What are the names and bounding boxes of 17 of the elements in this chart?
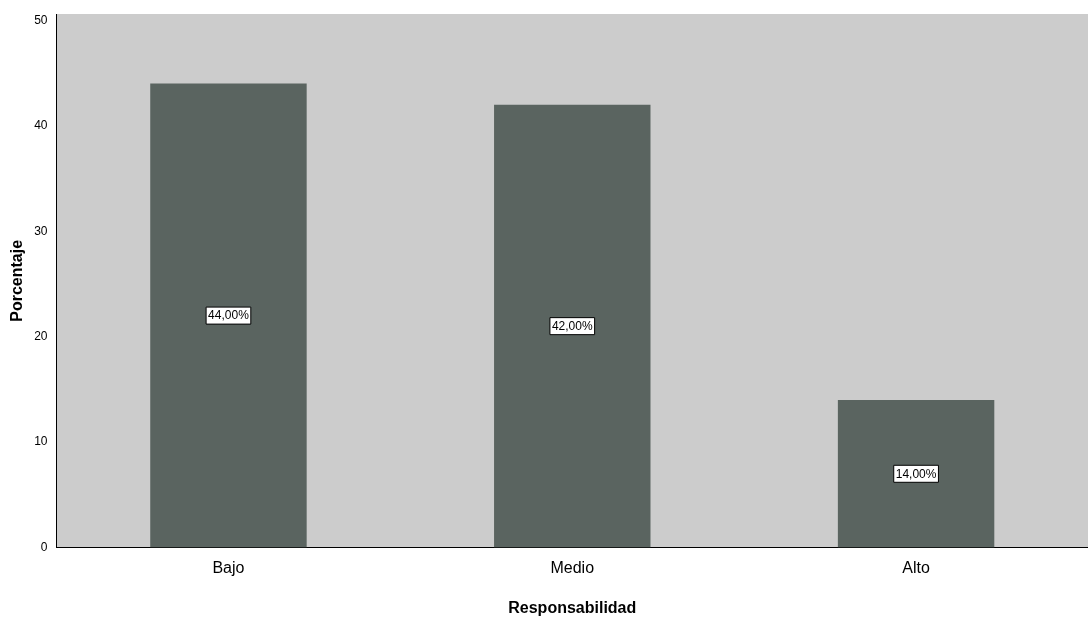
bar <box>494 104 651 548</box>
y-tick-label: 30 <box>34 223 48 238</box>
data-label: 44,00% <box>208 308 250 323</box>
y-tick-label: 40 <box>34 118 48 133</box>
x-tick-label: Bajo <box>212 558 245 576</box>
bar <box>150 83 307 548</box>
y-tick-label: 20 <box>34 329 48 343</box>
y-tick-label: 10 <box>34 434 48 449</box>
x-tick-label: Medio <box>550 558 595 576</box>
bar <box>837 399 995 548</box>
x-tick-label: Alto <box>902 558 930 576</box>
y-axis-title: Porcentaje <box>8 239 26 322</box>
x-axis-title: Responsabilidad <box>508 598 637 616</box>
y-tick-label: 0 <box>40 539 48 554</box>
y-tick-label: 50 <box>34 12 48 27</box>
data-label: 42,00% <box>551 318 593 333</box>
data-label: 14,00% <box>895 466 937 481</box>
